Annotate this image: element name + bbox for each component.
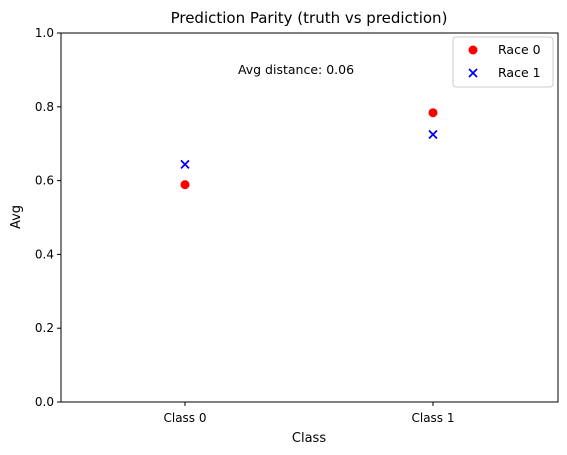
y-tick-label: 0.2 (35, 321, 54, 335)
avg-distance-annotation: Avg distance: 0.06 (238, 62, 354, 77)
legend-box (452, 36, 554, 88)
x-axis: Class 0 Class 1 (163, 402, 455, 425)
y-tick-label: 0.0 (35, 395, 54, 409)
chart-title: Prediction Parity (truth vs prediction) (171, 9, 448, 27)
x-tick-label: Class 1 (411, 411, 454, 425)
point-race1 (180, 159, 190, 170)
point-race0 (180, 180, 190, 190)
y-axis: 0.0 0.2 0.4 0.6 0.8 1.0 (35, 26, 61, 409)
y-tick-label: 0.6 (35, 174, 54, 188)
legend-marker-race1 (468, 68, 478, 78)
legend-marker-race0 (468, 45, 478, 55)
data-points (180, 108, 438, 190)
y-tick-label: 1.0 (35, 26, 54, 40)
x-axis-label: Class (292, 431, 326, 446)
legend-label-race1: Race 1 (498, 65, 541, 80)
legend: Race 0 Race 1 (452, 36, 554, 88)
y-tick-label: 0.4 (35, 247, 54, 261)
y-tick-label: 0.8 (35, 100, 54, 114)
point-race0 (428, 108, 438, 118)
legend-label-race0: Race 0 (498, 42, 541, 57)
y-axis-label: Avg (9, 205, 24, 229)
plot-area: 0.0 0.2 0.4 0.6 0.8 1.0 Class 0 Class 1 Avg di… (35, 26, 559, 425)
x-tick-label: Class 0 (163, 411, 206, 425)
plot-frame (60, 32, 559, 403)
point-race1 (428, 129, 438, 140)
